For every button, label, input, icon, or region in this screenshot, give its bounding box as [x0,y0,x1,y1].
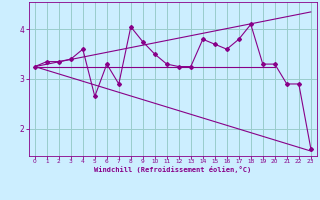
X-axis label: Windchill (Refroidissement éolien,°C): Windchill (Refroidissement éolien,°C) [94,166,252,173]
